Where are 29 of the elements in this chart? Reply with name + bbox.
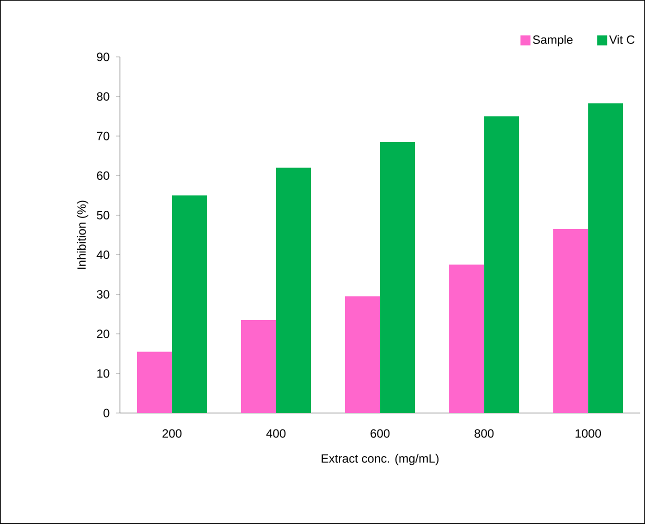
bar xyxy=(588,103,624,414)
legend-label: Sample xyxy=(532,35,573,46)
y-tick-label: 10 xyxy=(97,369,110,378)
x-tick-label: 600 xyxy=(370,429,390,438)
x-tick-label: 400 xyxy=(266,429,286,438)
y-tick-label: 30 xyxy=(96,290,110,299)
x-tick-label: 1000 xyxy=(576,429,601,438)
bar xyxy=(484,116,520,414)
bar xyxy=(380,142,416,414)
y-tick-label: 60 xyxy=(97,171,110,180)
x-axis-title: Extract conc. (mg/mL) xyxy=(322,454,439,466)
y-tick-label: 0 xyxy=(104,408,110,418)
legend-label: Vit C xyxy=(609,35,634,44)
x-tick-label: 200 xyxy=(162,429,182,438)
y-axis-title: Inhibition (%) xyxy=(76,200,88,269)
y-tick-label: 50 xyxy=(96,210,110,220)
bar xyxy=(172,195,207,414)
bar xyxy=(240,320,276,414)
y-tick-label: 70 xyxy=(97,132,110,140)
bar xyxy=(276,168,312,414)
y-tick-label: 40 xyxy=(96,250,110,260)
bar xyxy=(449,264,484,414)
y-tick-label: 90 xyxy=(96,52,110,62)
bar xyxy=(136,352,172,414)
bar xyxy=(553,229,588,414)
y-tick-label: 80 xyxy=(96,92,110,101)
bar xyxy=(345,296,380,414)
x-tick-label: 800 xyxy=(474,429,494,438)
y-tick-label: 20 xyxy=(97,330,110,338)
